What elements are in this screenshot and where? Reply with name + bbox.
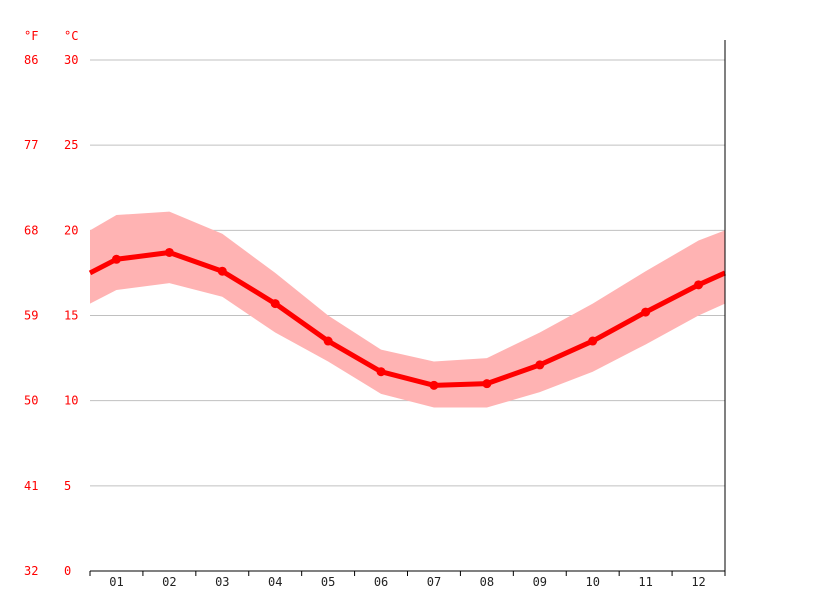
data-point <box>323 336 333 346</box>
celsius-tick-label: 10 <box>64 394 78 408</box>
data-point <box>535 360 545 370</box>
celsius-tick-label: 0 <box>64 564 71 578</box>
y-axis-ticks: 32 0 41 5 50 10 59 15 68 20 77 25 86 30 <box>24 53 78 578</box>
celsius-tick-label: 15 <box>64 309 78 323</box>
x-tick-label: 11 <box>638 575 652 589</box>
fahrenheit-tick-label: 41 <box>24 479 38 493</box>
x-tick-label: 12 <box>691 575 705 589</box>
x-tick-label: 03 <box>215 575 229 589</box>
fahrenheit-unit-label: °F <box>24 29 38 43</box>
celsius-tick-label: 30 <box>64 53 78 67</box>
data-point <box>429 380 439 390</box>
x-tick-label: 05 <box>321 575 335 589</box>
celsius-tick-label: 25 <box>64 138 78 152</box>
data-point <box>376 367 386 377</box>
x-tick-label: 01 <box>109 575 123 589</box>
data-point <box>588 336 598 346</box>
x-tick-label: 08 <box>480 575 494 589</box>
mean-line <box>88 249 727 388</box>
data-point <box>694 280 704 290</box>
fahrenheit-tick-label: 50 <box>24 394 38 408</box>
fahrenheit-tick-label: 68 <box>24 223 38 237</box>
data-point <box>164 247 174 257</box>
x-tick-label: 09 <box>533 575 547 589</box>
celsius-unit-label: °C <box>64 29 78 43</box>
range-band <box>90 211 725 408</box>
data-point <box>270 299 280 309</box>
x-tick-label: 10 <box>585 575 599 589</box>
fahrenheit-tick-label: 86 <box>24 53 38 67</box>
mean-temperature-line <box>88 247 727 390</box>
x-axis: 01 02 03 04 05 06 07 08 09 10 11 12 <box>89 40 726 589</box>
data-point <box>482 379 492 389</box>
fahrenheit-tick-label: 77 <box>24 138 38 152</box>
celsius-tick-label: 5 <box>64 479 71 493</box>
celsius-tick-label: 20 <box>64 223 78 237</box>
x-tick-label: 02 <box>162 575 176 589</box>
temperature-range-band <box>90 211 725 408</box>
x-tick-label: 06 <box>374 575 388 589</box>
x-tick-label: 04 <box>268 575 282 589</box>
data-point <box>641 307 651 317</box>
fahrenheit-tick-label: 59 <box>24 309 38 323</box>
data-point <box>217 266 227 276</box>
x-tick-label: 07 <box>427 575 441 589</box>
data-point <box>111 254 121 264</box>
fahrenheit-tick-label: 32 <box>24 564 38 578</box>
